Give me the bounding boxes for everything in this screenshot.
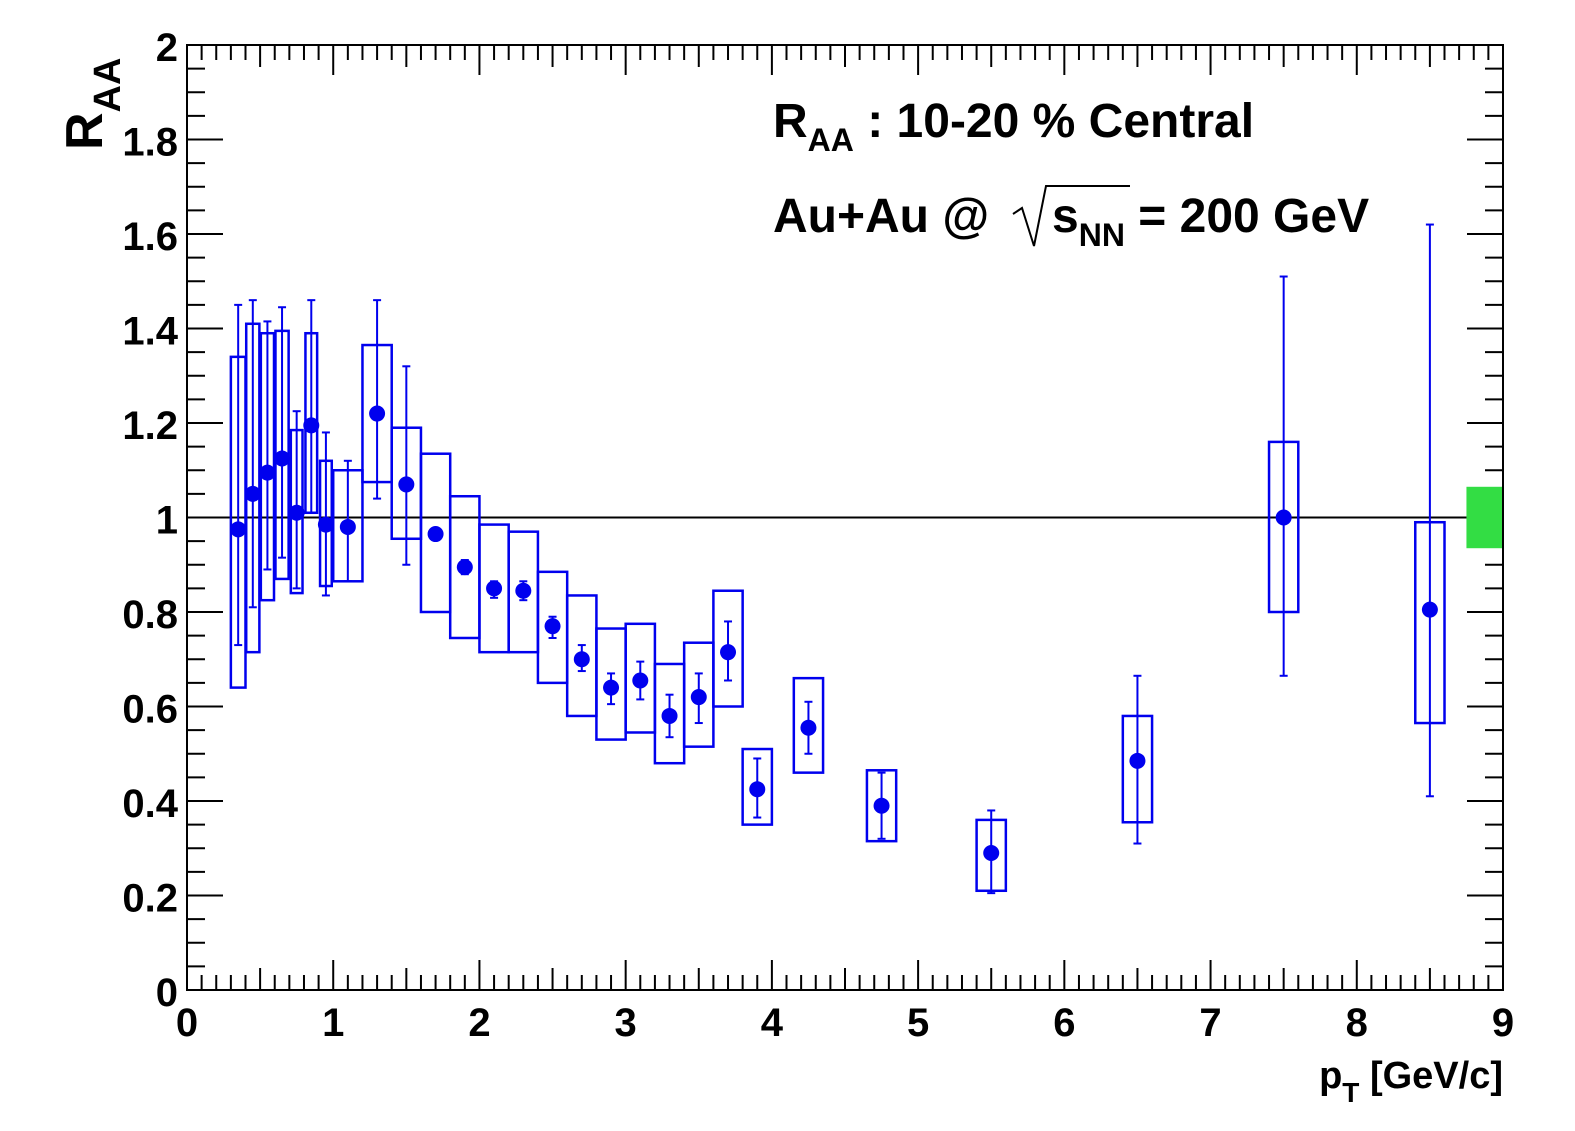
x-axis-title: pT [GeV/c] <box>1319 1055 1503 1108</box>
tick-marks <box>186 44 1504 991</box>
x-axis-title-unit: [GeV/c] <box>1359 1055 1503 1097</box>
energy-annotation-rest: sNN = 200 GeV <box>1052 190 1369 253</box>
data-point <box>1275 509 1292 526</box>
annotation-raa-sub: AA <box>808 122 854 158</box>
x-tick-label: 0 <box>176 1001 198 1045</box>
systematic-box <box>865 769 898 843</box>
data-point <box>800 719 817 736</box>
x-tick-label: 6 <box>1053 1001 1075 1045</box>
y-axis-title: RAA <box>56 58 129 150</box>
y-tick-labels: 0 0.2 0.4 0.6 0.8 1 1.2 1.4 1.6 1.8 2 <box>122 26 178 1015</box>
x-tick-label: 5 <box>907 1001 929 1045</box>
y-tick-label: 1.6 <box>122 215 178 259</box>
data-point <box>427 526 444 543</box>
x-tick-label: 1 <box>322 1001 344 1045</box>
x-tick-label: 2 <box>468 1001 490 1045</box>
y-tick-label: 0.2 <box>122 877 178 921</box>
normalization-uncertainty-box <box>1466 486 1503 549</box>
data-point <box>515 582 532 599</box>
data-point <box>398 476 415 493</box>
data-point <box>244 485 261 502</box>
y-tick-label: 1.2 <box>122 404 178 448</box>
y-tick-label: 1.4 <box>122 310 178 354</box>
statistical-error-bars <box>234 223 1434 895</box>
data-point <box>339 518 356 535</box>
y-tick-label: 1 <box>156 499 178 543</box>
systematic-box <box>712 589 744 708</box>
x-tick-label: 4 <box>761 1001 784 1045</box>
annotation-centrality-text: : 10-20 % Central <box>854 95 1254 148</box>
data-points <box>230 405 1438 861</box>
data-point <box>720 644 737 661</box>
data-point <box>230 521 247 538</box>
data-point <box>544 618 561 635</box>
energy-annotation-prefix: Au+Au @ <box>773 190 989 243</box>
data-point <box>983 844 1000 861</box>
x-tick-label: 7 <box>1199 1001 1221 1045</box>
data-point <box>456 559 473 576</box>
systematic-box <box>792 676 825 774</box>
systematic-error-boxes <box>229 322 1446 893</box>
x-axis-title-sub: T <box>1342 1077 1359 1108</box>
y-axis-title-main: R <box>56 112 114 150</box>
energy-annotation-sub: NN <box>1079 217 1125 253</box>
sqrt-symbol <box>1012 185 1130 247</box>
systematic-box <box>741 747 774 826</box>
data-point <box>661 707 678 724</box>
data-point <box>369 405 386 422</box>
data-point <box>259 464 276 481</box>
data-point <box>303 417 320 434</box>
data-point <box>274 450 291 467</box>
data-point <box>486 580 503 597</box>
x-axis-title-main: p <box>1319 1055 1342 1097</box>
data-point <box>1129 752 1146 769</box>
data-point <box>690 689 707 706</box>
x-tick-labels: 0 1 2 3 4 5 6 7 8 9 <box>176 1001 1514 1045</box>
energy-annotation-s: s <box>1052 190 1079 243</box>
y-tick-label: 1.8 <box>122 121 178 165</box>
data-point <box>603 679 620 696</box>
y-tick-label: 0.4 <box>122 782 178 826</box>
y-tick-label: 0.6 <box>122 688 178 732</box>
data-point <box>1421 601 1438 618</box>
data-point <box>632 672 649 689</box>
data-point <box>317 516 334 533</box>
annotation-raa-main: R <box>773 95 808 148</box>
x-tick-label: 8 <box>1346 1001 1368 1045</box>
data-point <box>573 651 590 668</box>
y-tick-label: 0 <box>156 971 178 1015</box>
x-tick-label: 3 <box>615 1001 637 1045</box>
plot-frame <box>186 44 1504 991</box>
y-tick-label: 2 <box>156 26 178 70</box>
x-tick-label: 9 <box>1492 1001 1514 1045</box>
data-point <box>873 797 890 814</box>
y-axis-title-sub: AA <box>87 58 129 113</box>
centrality-annotation: RAA : 10-20 % Central <box>773 95 1254 158</box>
y-tick-label: 0.8 <box>122 593 178 637</box>
energy-annotation-value: = 200 GeV <box>1125 190 1369 243</box>
data-point <box>749 781 766 798</box>
data-point <box>288 504 305 521</box>
